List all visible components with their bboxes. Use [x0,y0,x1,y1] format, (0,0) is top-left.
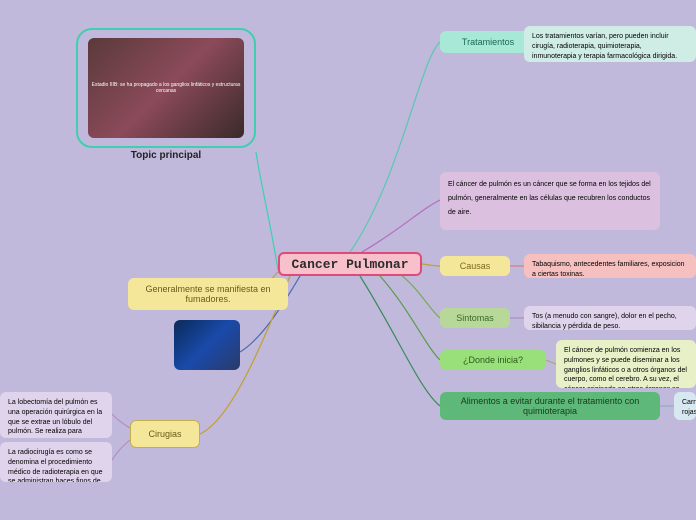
topic-thumbnail: Estadio IIIB: se ha propagado a los gang… [88,38,244,138]
node-tratamientos[interactable]: Tratamientos [440,31,536,53]
node-alimentos[interactable]: Alimentos a evitar durante el tratamient… [440,392,660,420]
thumb-caption: Estadio IIIB: se ha propagado a los gang… [90,82,242,94]
topic-label: Topic principal [76,150,256,161]
desc-d_sint: Tos (a menudo con sangre), dolor en el p… [524,306,696,330]
node-causas[interactable]: Causas [440,256,510,276]
center-node[interactable]: Cancer Pulmonar [278,252,422,276]
desc-d_alim: Carnes rojas, pescado crudo, mariscos,..… [674,392,696,420]
node-donde[interactable]: ¿Donde inicia? [440,350,546,370]
desc-d_trat: Los tratamientos varían, pero pueden inc… [524,26,696,62]
node-manifest[interactable]: Generalmente se manifiesta en fumadores. [128,278,288,310]
desc-d_cir2: La radiocirugía es como se denomina el p… [0,442,112,482]
desc-d_def: El cáncer de pulmón es un cáncer que se … [440,172,660,230]
body-thumbnail [174,320,240,370]
desc-d_causas: Tabaquismo, antecedentes familiares, exp… [524,254,696,278]
node-sintomas[interactable]: Sintomas [440,308,510,328]
desc-d_donde: El cáncer de pulmón comienza en los pulm… [556,340,696,388]
node-cirugias[interactable]: Cirugias [130,420,200,448]
desc-d_cir1: La lobectomía del pulmón es una operació… [0,392,112,438]
